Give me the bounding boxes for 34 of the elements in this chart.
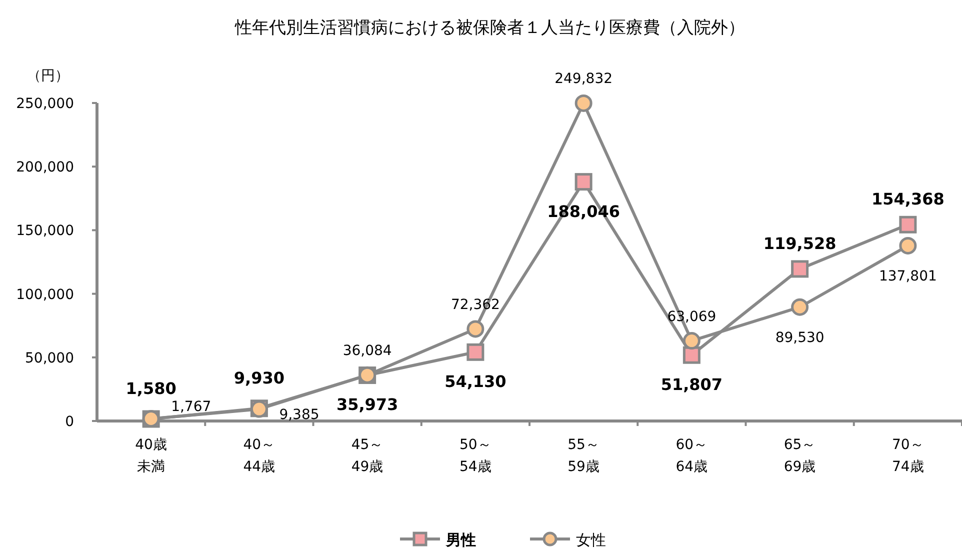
y-tick-label: 50,000 <box>25 350 74 366</box>
data-label: 54,130 <box>444 372 506 392</box>
x-tick-label: 65～69歳 <box>784 437 816 475</box>
x-tick-label: 40～44歳 <box>243 437 276 475</box>
x-tick-label: 70～74歳 <box>892 437 924 475</box>
data-label: 35,973 <box>336 395 398 414</box>
data-label: 89,530 <box>775 330 824 346</box>
data-label: 51,807 <box>660 375 723 394</box>
data-label: 9,385 <box>279 407 320 424</box>
data-label: 249,832 <box>554 71 613 88</box>
y-tick-label: 250,000 <box>16 96 74 112</box>
data-label: 36,084 <box>342 343 392 360</box>
y-tick-label: 150,000 <box>16 223 74 240</box>
data-label: 1,580 <box>126 378 176 398</box>
data-label: 154,368 <box>872 190 944 209</box>
x-tick-label: 60～64歳 <box>676 437 708 475</box>
y-axis-title: （円） <box>27 68 69 84</box>
data-label: 119,528 <box>763 234 836 253</box>
chart-title: 性年代別生活習慣病における被保険者１人当たり医療費（入院外） <box>234 18 745 38</box>
data-label: 137,801 <box>878 268 937 285</box>
x-tick-label: 50～54歳 <box>460 437 492 475</box>
x-tick-label: 40歳未満 <box>135 437 167 475</box>
data-label: 72,362 <box>450 296 500 313</box>
legend-label: 女性 <box>576 531 606 549</box>
y-tick-label: 100,000 <box>16 286 74 303</box>
x-tick-label: 55～59歳 <box>568 437 600 475</box>
data-label: 9,930 <box>234 368 284 388</box>
data-label: 63,069 <box>667 308 716 325</box>
data-label: 188,046 <box>547 202 620 221</box>
y-tick-label: 200,000 <box>16 160 74 176</box>
x-tick-label: 45～49歳 <box>351 437 384 475</box>
data-label: 1,767 <box>171 398 212 415</box>
legend-label: 男性 <box>445 531 476 549</box>
y-tick-label: 0 <box>65 414 74 430</box>
